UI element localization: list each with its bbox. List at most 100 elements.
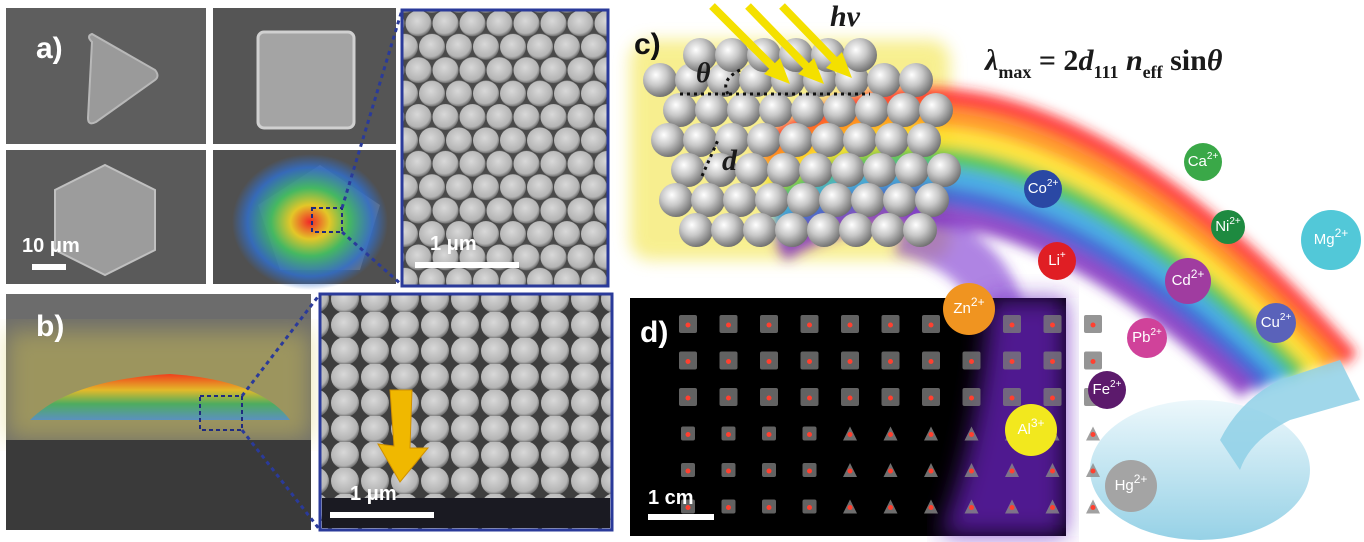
scale-bar	[648, 514, 714, 520]
ion-symbol: Fe	[1093, 381, 1111, 398]
ion-label: Cd2+	[1172, 267, 1205, 289]
crystal-spot	[1009, 468, 1015, 474]
ion-label: Hg2+	[1115, 472, 1148, 494]
ion-label: Cu2+	[1261, 312, 1292, 331]
crystal-spot	[726, 395, 731, 401]
crystal-spot	[807, 505, 812, 510]
crystal-spot	[847, 468, 853, 474]
crystal-spot	[1050, 505, 1055, 510]
arrow	[377, 389, 430, 483]
ion-symbol: Co	[1028, 180, 1047, 197]
sphere	[683, 123, 717, 157]
ion-label: Al3+	[1017, 416, 1044, 438]
sphere	[867, 63, 901, 97]
crystal-spot	[726, 468, 731, 474]
ion-charge: 2+	[1280, 312, 1292, 323]
triangle-crystal	[86, 32, 159, 125]
crystal-spot	[847, 505, 853, 510]
ion-charge: 2+	[971, 295, 985, 309]
scale-label: 1 cm	[648, 487, 694, 509]
sem-zoom	[400, 8, 610, 288]
sphere	[715, 123, 749, 157]
scale-label: 1 μm	[350, 483, 397, 505]
crystal-spot	[847, 432, 853, 437]
sphere	[927, 153, 961, 187]
crystal-spot	[685, 468, 691, 474]
crystal-spot	[766, 395, 772, 401]
crystal-spot	[928, 468, 934, 474]
formula-part: d	[1078, 44, 1094, 77]
bottle	[1220, 360, 1360, 470]
sphere	[691, 183, 725, 217]
ion-circle	[1127, 318, 1167, 358]
crystal-spot	[1009, 359, 1015, 364]
crystal-spot	[888, 395, 893, 401]
crystal-spot	[969, 359, 974, 364]
ion-circle	[1088, 371, 1126, 409]
ion-label: Mg2+	[1314, 226, 1349, 248]
ion-charge: +	[1060, 250, 1066, 261]
zoom-line	[340, 9, 404, 209]
panel-label: a)	[36, 32, 63, 65]
crystal-spot	[969, 432, 974, 437]
sphere	[723, 183, 757, 217]
crystal-spot	[726, 432, 731, 437]
scale-bar	[330, 512, 434, 518]
sphere	[839, 213, 873, 247]
ion-circle	[1005, 404, 1057, 456]
crystal-spot	[766, 359, 772, 364]
crystal-spot	[1050, 359, 1055, 364]
formula-part: = 2	[1031, 44, 1078, 77]
sphere	[787, 183, 821, 217]
crystal-spot	[969, 505, 974, 510]
sphere	[831, 153, 865, 187]
ion-charge: 2+	[1110, 379, 1122, 390]
crystal-spot	[1090, 505, 1096, 510]
sphere	[779, 123, 813, 157]
crystal-spot	[766, 505, 772, 510]
sphere	[863, 153, 897, 187]
sphere	[915, 183, 949, 217]
crystal-spot	[1009, 322, 1015, 328]
crystal-spot	[928, 359, 934, 364]
crystal-spot	[685, 432, 691, 437]
formula-part: θ	[1207, 44, 1223, 77]
sphere	[743, 213, 777, 247]
light-label: hν	[830, 0, 861, 33]
ion-label: Co2+	[1028, 178, 1059, 197]
sphere	[727, 93, 761, 127]
crystal-spot	[1090, 359, 1096, 364]
panel-label: d)	[640, 316, 668, 349]
sphere	[851, 183, 885, 217]
ion-charge: 2+	[1335, 226, 1349, 240]
sphere	[895, 153, 929, 187]
scale-label: 1 μm	[430, 233, 477, 255]
crystal-spot	[766, 468, 772, 474]
ion-circle	[1301, 210, 1361, 270]
ion-charge: 2+	[1134, 472, 1148, 486]
ion-charge: 2+	[1191, 267, 1205, 281]
crystal-spot	[847, 359, 853, 364]
ion-label: Pb2+	[1132, 327, 1162, 346]
ion-label: Zn2+	[953, 295, 984, 317]
sphere	[651, 123, 685, 157]
ion-symbol: Li	[1048, 252, 1060, 269]
ion-circle	[1184, 143, 1222, 181]
crystal-spot	[969, 468, 974, 474]
ion-circle	[1165, 258, 1211, 304]
crystal-spot	[1090, 322, 1096, 328]
sphere	[875, 123, 909, 157]
sphere	[799, 153, 833, 187]
ion-charge: 2+	[1047, 178, 1059, 189]
crystal-spot	[1090, 432, 1096, 437]
panel-label: c)	[634, 28, 661, 61]
crystal-spot	[888, 432, 893, 437]
sphere	[811, 123, 845, 157]
ion-symbol: Mg	[1314, 231, 1335, 248]
crystal-spot	[685, 505, 691, 510]
dome-crystal	[30, 374, 290, 420]
cube-crystal	[256, 30, 356, 130]
sphere	[791, 93, 825, 127]
crystal-spot	[1090, 468, 1096, 474]
